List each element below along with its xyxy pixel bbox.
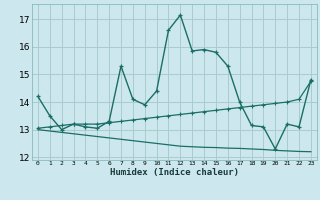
X-axis label: Humidex (Indice chaleur): Humidex (Indice chaleur) [110,168,239,177]
